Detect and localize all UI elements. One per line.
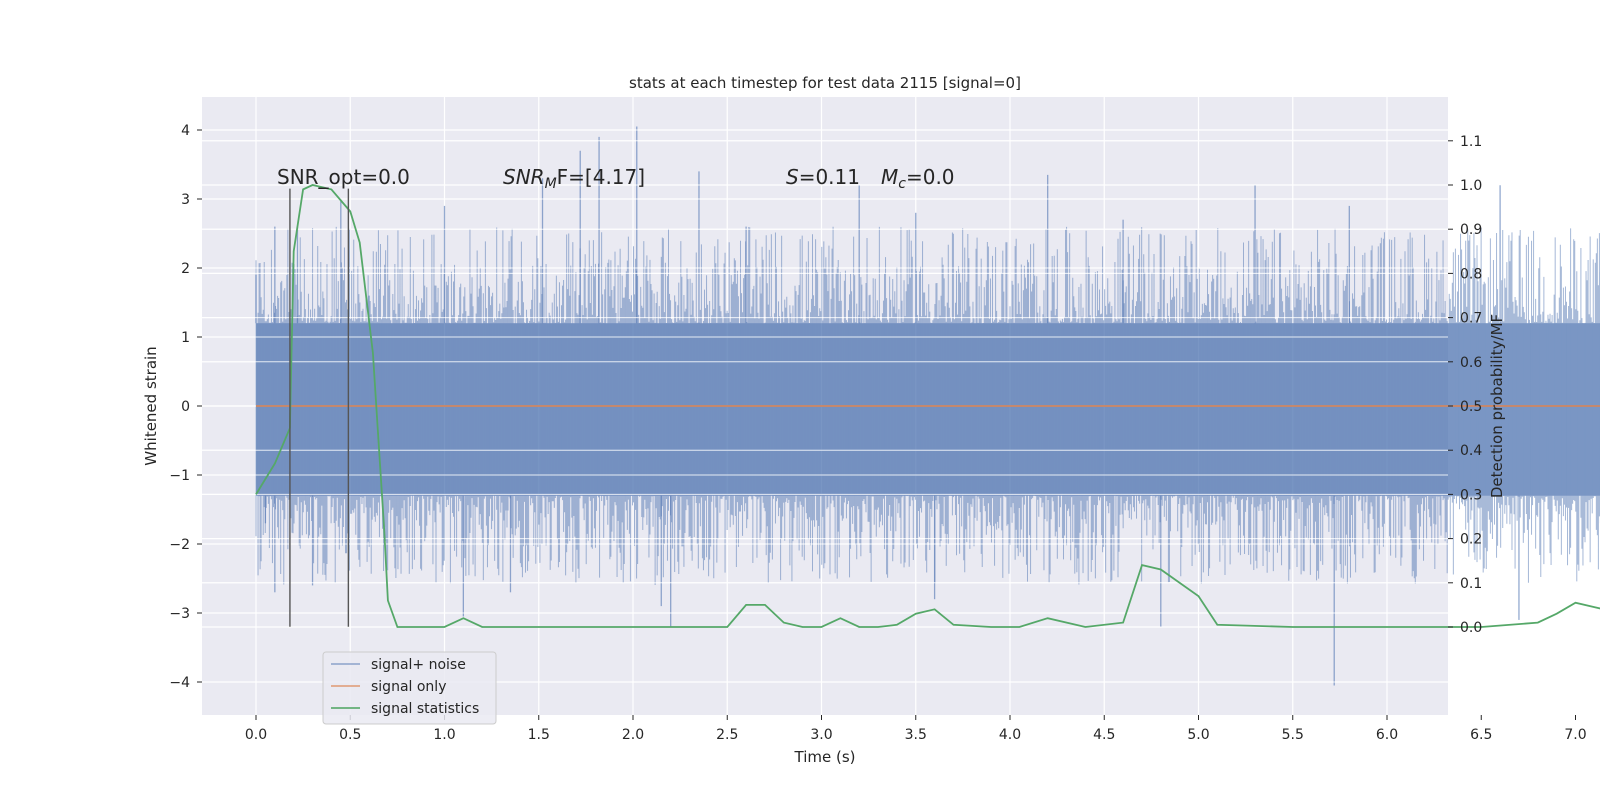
y-tick-label-right: 0.7 — [1460, 311, 1482, 327]
series-lines — [202, 129, 1600, 683]
noise-core-band — [256, 323, 1600, 496]
annotation-text: Mc=0.0 — [881, 165, 955, 192]
annotation-subscript: c — [898, 176, 906, 192]
annotation-text: SNRMF=[4.17] — [503, 165, 645, 192]
x-tick-label: 2.5 — [716, 727, 738, 743]
x-tick-label: 2.0 — [622, 727, 644, 743]
y-tick-label-right: 0.2 — [1460, 532, 1482, 548]
annotation-value: F=[4.17] — [557, 165, 645, 189]
y-tick-label-right: 0.6 — [1460, 355, 1482, 371]
y-tick-label-left: 0 — [181, 399, 190, 415]
y-tick-label-right: 0.4 — [1460, 443, 1482, 459]
series-signal-statistics — [255, 184, 1600, 628]
x-tick-label: 5.0 — [1187, 727, 1209, 743]
vertical-markers — [289, 188, 350, 627]
x-tick-label: 1.0 — [433, 727, 455, 743]
x-axis-label: Time (s) — [794, 748, 856, 766]
x-tick-label: 6.0 — [1376, 727, 1398, 743]
y-tick-label-right: 0.9 — [1460, 222, 1482, 238]
legend-label: signal+ noise — [371, 657, 466, 673]
y-tick-label-left: −1 — [169, 468, 190, 484]
annotation-text: S=0.11 — [786, 165, 860, 189]
x-tick-label: 3.0 — [810, 727, 832, 743]
y-tick-label-right: 1.1 — [1460, 134, 1482, 150]
legend-label: signal statistics — [371, 701, 479, 717]
y-tick-label-right: 1.0 — [1460, 178, 1482, 194]
y-tick-label-right: 0.3 — [1460, 487, 1482, 503]
annotation-value: =0.0 — [906, 165, 955, 189]
x-tick-label: 7.0 — [1564, 727, 1586, 743]
x-tick-label: 0.0 — [245, 727, 267, 743]
chart-title: stats at each timestep for test data 211… — [629, 74, 1021, 92]
x-tick-label: 1.5 — [528, 727, 550, 743]
annotation-main: SNR — [503, 165, 545, 189]
y-tick-label-left: 3 — [181, 192, 190, 208]
y-tick-label-left: −3 — [169, 606, 190, 622]
y-tick-label-right: 0.5 — [1460, 399, 1482, 415]
annotation-subscript: M — [545, 176, 557, 192]
x-tick-label: 4.5 — [1093, 727, 1115, 743]
x-tick-label: 0.5 — [339, 727, 361, 743]
annotations: SNR_opt=0.0 SNRMF=[4.17] S=0.11 Mc=0.0 — [277, 165, 955, 192]
y-tick-label-left: −2 — [169, 537, 190, 553]
annotation-main: M — [881, 165, 898, 189]
x-tick-label: 6.5 — [1470, 727, 1492, 743]
annotation-text: SNR_opt=0.0 — [277, 165, 410, 189]
series-signal-noise — [255, 126, 1600, 686]
y-tick-label-right: 0.1 — [1460, 576, 1482, 592]
y-tick-label-right: 0.0 — [1460, 620, 1482, 636]
legend-box — [322, 651, 497, 725]
legend-label: signal only — [371, 679, 446, 695]
y-tick-label-left: −4 — [169, 675, 190, 691]
x-tick-label: 3.5 — [905, 727, 927, 743]
legend: signal+ noise signal only signal statistic… — [322, 651, 497, 725]
y-tick-label-left: 2 — [181, 261, 190, 277]
y-tick-label-left: 4 — [181, 123, 190, 139]
y-axis-label-right: Detection probability/MF — [1488, 314, 1506, 498]
annotation-main: SNR_opt=0.0 — [277, 165, 410, 189]
x-tick-label: 5.5 — [1282, 727, 1304, 743]
axes: 0.0 0.5 1.0 1.5 2.0 2.5 3.0 3.5 4.0 4.5 5.0 5.5 6.0 6… — [169, 123, 1586, 743]
x-tick-label: 4.0 — [999, 727, 1021, 743]
annotation-value: =0.11 — [799, 165, 860, 189]
y-tick-label-right: 0.8 — [1460, 266, 1482, 282]
y-tick-label-left: 1 — [181, 330, 190, 346]
y-axis-label-left: Whitened strain — [142, 346, 160, 465]
annotation-main: S — [786, 165, 799, 189]
